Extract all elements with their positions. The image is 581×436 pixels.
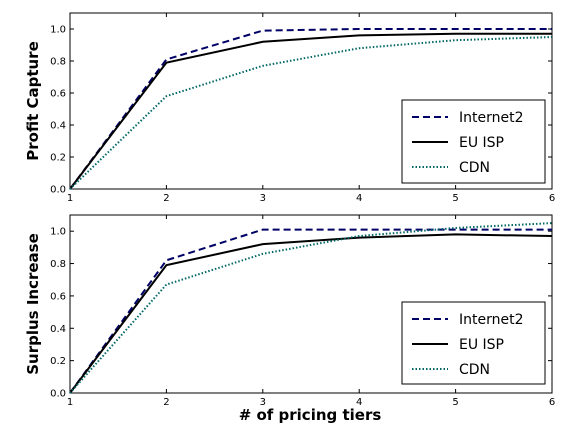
surplus-increase-y-tick-label: 1.0 bbox=[50, 227, 66, 238]
surplus-increase-cdn-point bbox=[551, 222, 553, 224]
surplus-increase-legend-label-eu-isp: EU ISP bbox=[459, 337, 504, 353]
profit-capture-y-tick-label: 1.0 bbox=[50, 25, 66, 36]
surplus-increase-cdn-point bbox=[69, 392, 71, 394]
surplus-increase-x-tick-label: 5 bbox=[452, 397, 458, 408]
profit-capture-cdn-point bbox=[551, 36, 553, 38]
profit-capture-x-tick-label: 4 bbox=[356, 193, 362, 204]
profit-capture-eu-isp-point bbox=[551, 33, 553, 35]
profit-capture-internet2-point bbox=[262, 30, 264, 32]
profit-capture-x-tick-label: 1 bbox=[67, 193, 73, 204]
surplus-increase-cdn-point bbox=[358, 235, 360, 237]
surplus-increase-series-eu-isp bbox=[69, 233, 553, 394]
profit-capture-x-tick-label: 3 bbox=[260, 193, 266, 204]
profit-capture-series-eu-isp bbox=[69, 32, 552, 190]
surplus-increase-x-tick-label: 3 bbox=[260, 397, 266, 408]
surplus-increase-series-cdn bbox=[69, 222, 553, 394]
surplus-increase-cdn-point bbox=[455, 227, 457, 229]
profit-capture-internet2-point bbox=[455, 28, 457, 30]
profit-capture-y-tick-label: 0.6 bbox=[50, 89, 66, 100]
profit-capture-internet2-point bbox=[551, 28, 553, 30]
surplus-increase-x-tick-label: 1 bbox=[67, 397, 73, 408]
profit-capture-x-tick-label: 6 bbox=[549, 193, 555, 204]
surplus-increase-panel: 1 2 3 4 5 6 0.0 0.2 0.4 0.6 0.8 1.0 Surplus Increase… bbox=[24, 214, 555, 408]
profit-capture-internet2-point bbox=[166, 59, 168, 61]
surplus-increase-cdn-point bbox=[262, 253, 264, 255]
surplus-increase-y-tick-label: 0.6 bbox=[50, 291, 66, 302]
surplus-increase-legend-label-cdn: CDN bbox=[459, 362, 490, 378]
profit-capture-internet2-point bbox=[358, 28, 360, 30]
surplus-increase-cdn-point bbox=[166, 284, 168, 286]
profit-capture-eu-isp-point bbox=[455, 33, 457, 35]
surplus-increase-plot-frame bbox=[69, 214, 553, 394]
surplus-increase-internet2-point bbox=[166, 260, 168, 262]
profit-capture-x-tick-label: 2 bbox=[163, 193, 169, 204]
profit-capture-x-tick-label: 5 bbox=[452, 193, 458, 204]
profit-capture-series-cdn bbox=[69, 36, 553, 190]
profit-capture-cdn-point bbox=[69, 188, 71, 190]
profit-capture-eu-isp-point bbox=[166, 62, 168, 64]
profit-capture-eu-isp-point bbox=[262, 41, 264, 43]
surplus-increase-series-internet2 bbox=[69, 228, 552, 394]
surplus-increase-y-tick-label: 0.0 bbox=[50, 389, 66, 400]
surplus-increase-eu-isp-point bbox=[262, 243, 264, 245]
profit-capture-legend-label-internet2: Internet2 bbox=[459, 110, 524, 126]
surplus-increase-x-tick-label: 6 bbox=[549, 397, 555, 408]
surplus-increase-legend-label-internet2: Internet2 bbox=[459, 312, 524, 328]
surplus-increase-internet2-point bbox=[262, 229, 264, 231]
surplus-increase-y-tick-label: 0.4 bbox=[50, 324, 66, 335]
surplus-increase-eu-isp-point bbox=[166, 264, 168, 266]
profit-capture-legend-label-eu-isp: EU ISP bbox=[459, 135, 504, 151]
profit-capture-y-tick-label: 0.2 bbox=[50, 153, 66, 164]
profit-capture-eu-isp-point bbox=[358, 35, 360, 37]
profit-capture-plot-frame bbox=[69, 12, 553, 190]
surplus-increase-internet2-point bbox=[455, 229, 457, 231]
profit-capture-series-internet2 bbox=[69, 28, 552, 190]
surplus-increase-eu-isp-point bbox=[455, 234, 457, 236]
profit-capture-cdn-point bbox=[358, 47, 360, 49]
surplus-increase-y-axis-label: Surplus Increase bbox=[24, 233, 42, 375]
profit-capture-y-tick-label: 0.8 bbox=[50, 57, 66, 68]
profit-capture-cdn-point bbox=[262, 65, 264, 67]
surplus-increase-eu-isp-point bbox=[551, 235, 553, 237]
surplus-increase-y-tick-label: 0.8 bbox=[50, 259, 66, 270]
profit-capture-legend-label-cdn: CDN bbox=[459, 160, 490, 176]
profit-capture-y-axis-label: Profit Capture bbox=[24, 41, 42, 161]
surplus-increase-internet2-point bbox=[551, 229, 553, 231]
surplus-increase-x-tick-label: 2 bbox=[163, 397, 169, 408]
profit-capture-panel: 1 2 3 4 5 6 0.0 0.2 0.4 0.6 0.8 1.0 Profit Capture In… bbox=[24, 12, 555, 204]
surplus-increase-internet2-point bbox=[358, 229, 360, 231]
profit-capture-y-tick-label: 0.4 bbox=[50, 121, 66, 132]
profit-capture-cdn-point bbox=[455, 39, 457, 41]
profit-capture-cdn-point bbox=[166, 95, 168, 97]
profit-capture-y-tick-label: 0.0 bbox=[50, 185, 66, 196]
surplus-increase-x-tick-label: 4 bbox=[356, 397, 362, 408]
x-axis-label: # of pricing tiers bbox=[239, 406, 382, 424]
surplus-increase-y-tick-label: 0.2 bbox=[50, 356, 66, 367]
